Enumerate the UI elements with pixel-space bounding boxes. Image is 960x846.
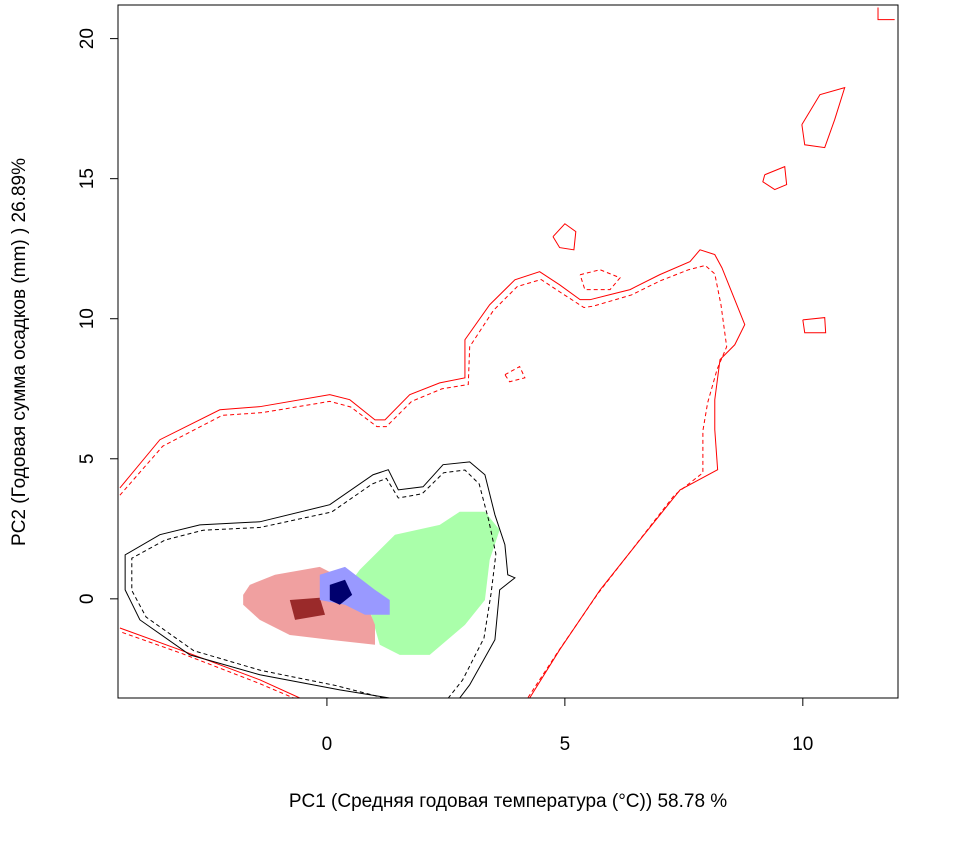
- contour-line: [877, 7, 895, 21]
- x-tick-label: 0: [322, 734, 333, 755]
- contour-line: [762, 165, 788, 191]
- contour-line: [119, 627, 301, 698]
- x-tick-label: 10: [792, 734, 813, 755]
- contour-line: [131, 469, 497, 698]
- density-area: [329, 579, 353, 605]
- density-area: [345, 511, 500, 655]
- contour-line: [552, 223, 577, 251]
- y-axis-label: PC2 (Годовая сумма осадков (mm) ) 26.89%: [9, 158, 30, 546]
- contour-line: [802, 317, 827, 334]
- contour-line: [579, 269, 621, 291]
- y-tick-label: 5: [77, 453, 98, 464]
- y-tick-label: 20: [77, 28, 98, 49]
- plot-area: [119, 7, 895, 698]
- x-axis-label: PC1 (Средняя годовая температура (°C)) 5…: [289, 791, 727, 812]
- y-tick-label: 15: [77, 168, 98, 189]
- y-tick-label: 0: [77, 594, 98, 605]
- contour-line: [124, 461, 516, 698]
- contour-line: [119, 264, 728, 698]
- density-area: [289, 597, 326, 620]
- contour-line: [122, 631, 294, 698]
- contour-line: [801, 86, 846, 149]
- x-tick-label: 5: [560, 734, 571, 755]
- contour-line: [504, 365, 526, 383]
- y-tick-label: 10: [77, 308, 98, 329]
- plot-frame: [117, 4, 899, 699]
- contour-line: [119, 249, 746, 698]
